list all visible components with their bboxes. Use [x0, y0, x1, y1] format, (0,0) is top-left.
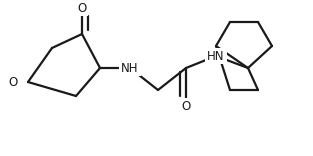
Text: O: O — [77, 2, 87, 15]
Text: HN: HN — [207, 49, 225, 63]
Text: O: O — [9, 76, 18, 88]
Text: NH: NH — [121, 61, 139, 75]
Text: O: O — [181, 100, 191, 112]
